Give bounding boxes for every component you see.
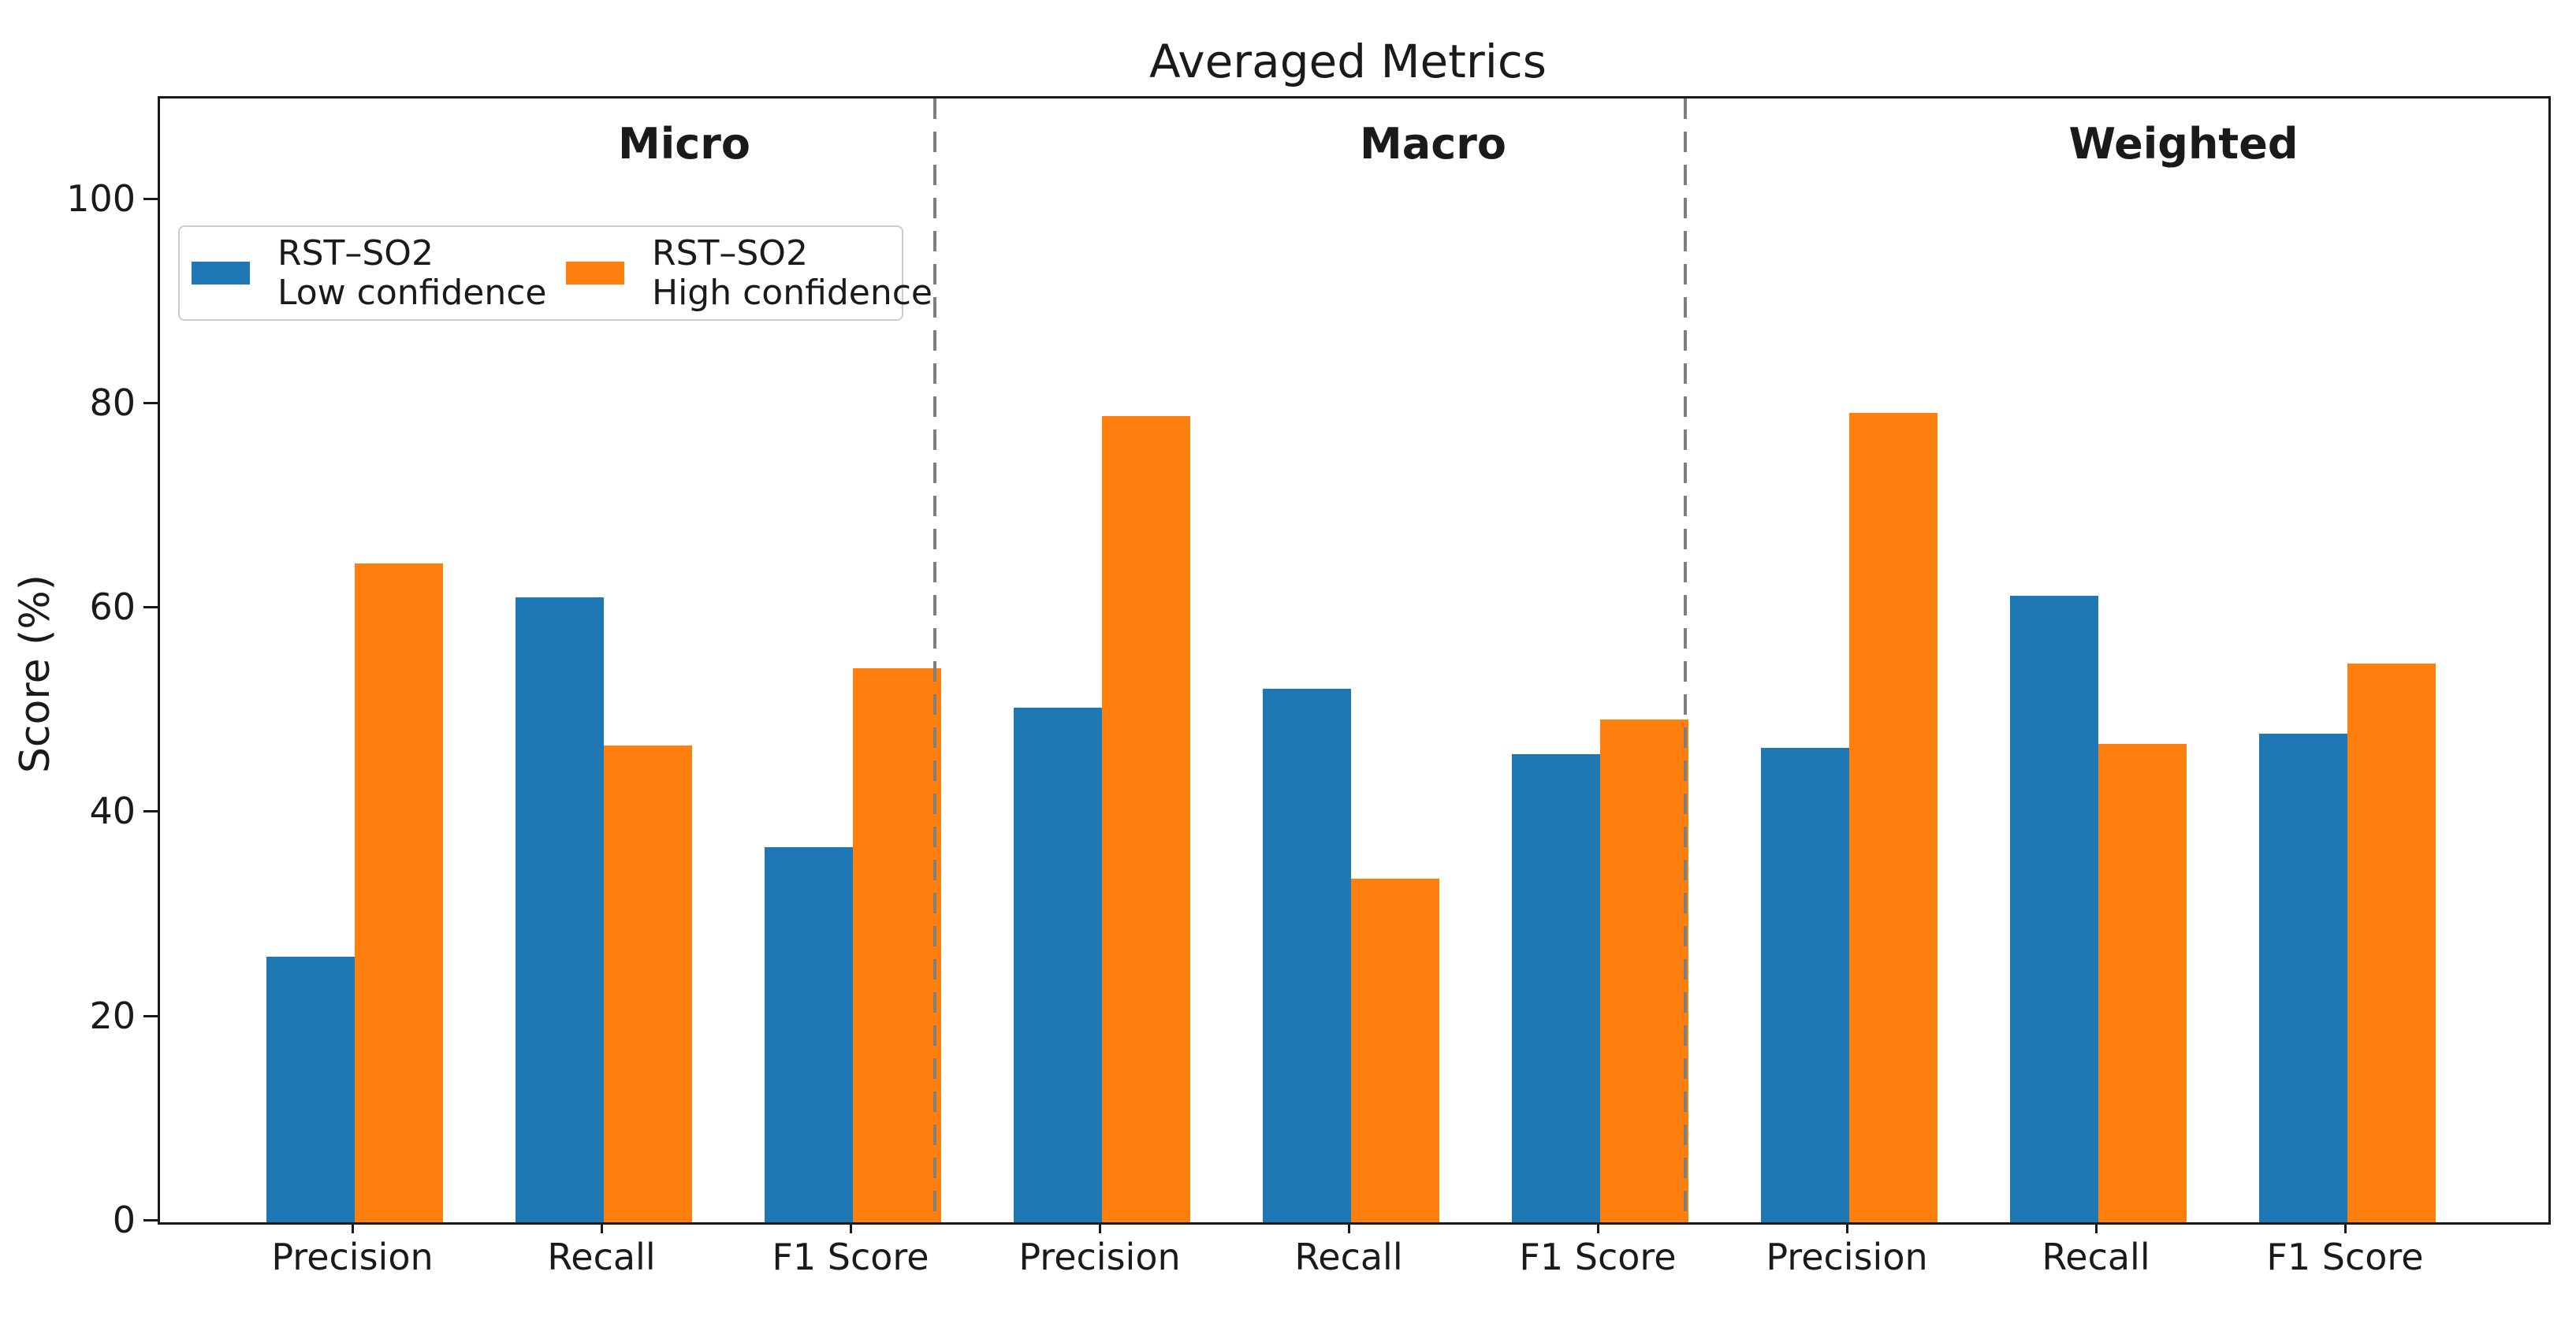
legend-label-line1: RST–SO2 [652,233,808,273]
legend-label-low-confidence: RST–SO2 Low confidence [277,234,547,313]
bar-micro-precision-low [266,957,355,1222]
xtick-mark-1 [601,1222,603,1233]
ytick-label-0: 0 [112,1199,136,1241]
xtick-label-weighted-recall: Recall [2042,1236,2150,1278]
legend-label-line1: RST–SO2 [277,233,434,273]
group-label-weighted: Weighted [2068,119,2299,169]
legend: RST–SO2 Low confidence RST–SO2 High confide… [178,225,932,321]
bar-weighted-f1-score-high [2347,664,2436,1222]
ytick-mark-0 [143,1219,158,1221]
ytick-mark-40 [143,810,158,812]
bar-macro-f1-score-high [1600,719,1688,1222]
xtick-mark-6 [1846,1222,1848,1233]
bar-micro-f1-score-high [853,668,941,1222]
ytick-mark-60 [143,606,158,608]
xtick-label-macro-precision: Precision [1018,1236,1181,1278]
group-label-micro: Micro [618,119,750,169]
xtick-mark-8 [2344,1222,2347,1233]
xtick-label-weighted-precision: Precision [1766,1236,1928,1278]
bar-macro-precision-low [1014,708,1102,1222]
xtick-mark-2 [850,1222,852,1233]
xtick-mark-5 [1597,1222,1599,1233]
ytick-mark-80 [143,402,158,404]
section-separator-2 [1684,99,1687,1222]
legend-swatch-low-confidence [192,262,250,284]
ytick-mark-100 [143,198,158,200]
ytick-label-80: 80 [89,381,136,424]
bar-micro-f1-score-low [765,847,853,1222]
xtick-label-micro-f1-score: F1 Score [772,1236,929,1278]
bar-weighted-f1-score-low [2259,734,2347,1222]
xtick-mark-4 [1348,1222,1350,1233]
xtick-label-weighted-f1-score: F1 Score [2266,1236,2424,1278]
ytick-label-20: 20 [89,995,136,1037]
legend-swatch-high-confidence [566,262,624,284]
bar-macro-recall-high [1351,879,1439,1222]
bar-micro-recall-low [516,597,604,1222]
bar-macro-f1-score-low [1512,754,1600,1222]
group-label-macro: Macro [1360,119,1506,169]
bar-micro-recall-high [604,746,692,1222]
xtick-label-macro-f1-score: F1 Score [1519,1236,1677,1278]
ytick-label-100: 100 [66,177,136,220]
bar-weighted-recall-low [2010,596,2098,1222]
xtick-label-micro-precision: Precision [271,1236,434,1278]
ytick-label-40: 40 [89,790,136,832]
xtick-mark-0 [352,1222,354,1233]
bar-micro-precision-high [355,563,443,1222]
chart-title: Averaged Metrics [1149,35,1547,88]
xtick-mark-3 [1099,1222,1101,1233]
xtick-label-macro-recall: Recall [1294,1236,1403,1278]
bar-weighted-precision-low [1761,748,1849,1222]
xtick-label-micro-recall: Recall [547,1236,656,1278]
bar-weighted-precision-high [1849,413,1938,1222]
xtick-mark-7 [2095,1222,2098,1233]
legend-label-high-confidence: RST–SO2 High confidence [652,234,932,313]
bar-macro-recall-low [1263,689,1351,1222]
legend-label-line2: Low confidence [277,273,547,313]
ytick-label-60: 60 [89,586,136,628]
bar-macro-precision-high [1102,416,1190,1222]
legend-label-line2: High confidence [652,273,932,313]
ytick-mark-20 [143,1015,158,1017]
bar-weighted-recall-high [2098,744,2187,1222]
section-separator-1 [933,99,936,1222]
plot-area: Micro Macro Weighted RST–SO2 Low confidence… [158,96,2551,1225]
